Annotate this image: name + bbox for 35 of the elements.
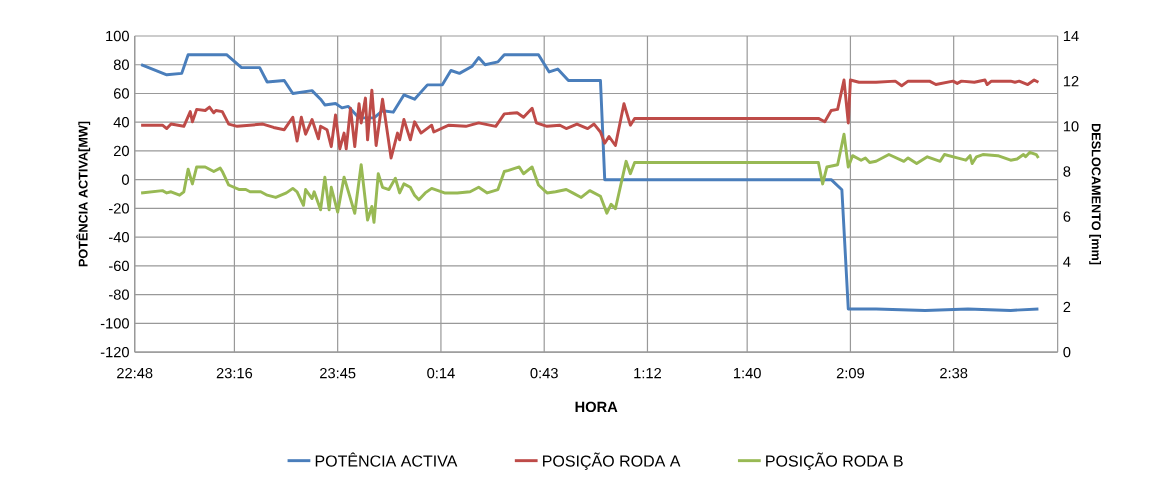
- x-tick-label: 0:14: [427, 367, 455, 379]
- x-tick-label: 1:40: [733, 367, 761, 379]
- y2-tick-label: 12: [1063, 75, 1079, 87]
- x-tick-label: 0:43: [530, 367, 558, 379]
- y-axis-title: POTÊNCIA ACTIVA[MW]: [76, 121, 91, 267]
- y2-tick-label: 0: [1063, 346, 1071, 358]
- y2-tick-label: 2: [1063, 301, 1071, 312]
- legend-label: POTÊNCIA ACTIVA: [315, 452, 458, 467]
- y-tick-label: -100: [100, 318, 129, 329]
- x-axis-title: HORA: [575, 401, 618, 413]
- x-tick-label: 2:09: [836, 367, 864, 379]
- y2-tick-label: 4: [1063, 256, 1071, 267]
- y2-tick-label: 8: [1063, 166, 1071, 177]
- y-tick-label: -20: [109, 203, 129, 214]
- y2-tick-label: 6: [1063, 211, 1071, 222]
- y-tick-label: -60: [109, 260, 129, 272]
- y2-axis-title: DESLOCAMENTO [mm]: [1089, 123, 1101, 265]
- y-tick-label: 100: [106, 30, 129, 42]
- y-tick-label: -120: [100, 346, 129, 358]
- y-tick-label: -40: [109, 231, 129, 243]
- y-tick-label: 60: [113, 88, 129, 99]
- x-tick-label: 22:48: [117, 367, 153, 379]
- x-tick-label: 23:16: [216, 367, 253, 379]
- y2-tick-label: 14: [1063, 30, 1079, 41]
- y-tick-label: 40: [113, 116, 129, 128]
- y2-tick-label: 10: [1063, 121, 1079, 132]
- legend-label: POSIÇÃO RODA B: [766, 452, 903, 470]
- x-tick-label: 23:45: [320, 367, 356, 379]
- x-tick-label: 2:38: [940, 367, 968, 379]
- x-tick-label: 1:12: [634, 367, 661, 379]
- y-tick-label: -80: [109, 289, 129, 300]
- y-tick-label: 80: [113, 59, 129, 70]
- y-tick-label: 0: [121, 174, 129, 185]
- legend-label: POSIÇÃO RODA A: [543, 452, 681, 470]
- y-tick-label: 20: [113, 145, 129, 157]
